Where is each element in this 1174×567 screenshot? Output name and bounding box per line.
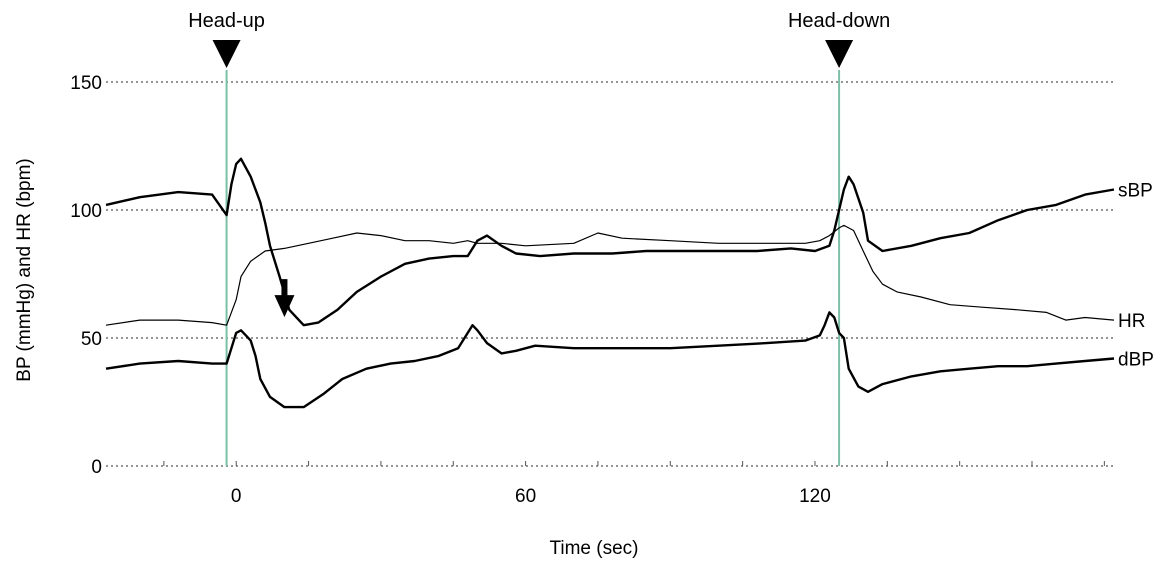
series-label-hr: HR <box>1118 311 1145 332</box>
series-line-sbp <box>105 157 1115 327</box>
x-axis-title: Time (sec) <box>549 538 638 559</box>
x-tick-labels: 0 60 120 <box>231 486 831 507</box>
event-label-head-up: Head-up <box>188 10 265 32</box>
series-label-dbp: dBP <box>1118 349 1154 370</box>
series-line-dbp <box>105 311 1115 409</box>
series-labels: sBP HR dBP <box>1118 181 1154 371</box>
annotations <box>274 279 295 318</box>
gridlines <box>106 81 1114 467</box>
y-tick-label-0: 0 <box>91 457 102 478</box>
event-marker-head-down <box>825 40 854 68</box>
down-arrow-annotation <box>274 279 295 318</box>
x-tick-label-120: 120 <box>799 486 831 507</box>
x-axis <box>163 461 1105 466</box>
event-label-head-down: Head-down <box>788 10 890 32</box>
y-tick-label-100: 100 <box>70 201 102 222</box>
series-label-sbp: sBP <box>1118 181 1153 202</box>
y-tick-label-150: 150 <box>70 73 102 94</box>
y-axis-title: BP (mmHg) and HR (bpm) <box>14 158 35 381</box>
y-tick-labels: 0 50 100 150 <box>70 73 102 478</box>
series-line-hr <box>105 224 1115 326</box>
data-series <box>105 157 1115 409</box>
x-tick-label-0: 0 <box>231 486 242 507</box>
event-marker-head-up <box>212 40 241 68</box>
event-markers: Head-up Head-down <box>188 10 890 466</box>
x-tick-label-60: 60 <box>515 486 536 507</box>
y-tick-label-50: 50 <box>81 329 102 350</box>
